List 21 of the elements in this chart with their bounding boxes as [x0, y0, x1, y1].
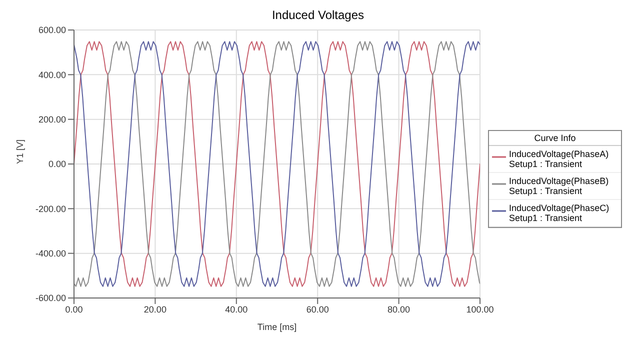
- y-axis-title: Y1 [V]: [15, 139, 26, 164]
- x-tick-label: 40.00: [225, 304, 248, 314]
- y-tick-label: 600.00: [38, 25, 66, 36]
- line-series: [74, 41, 480, 287]
- x-tick-label: 60.00: [306, 304, 329, 314]
- chart-title: Induced Voltages: [270, 8, 366, 24]
- legend-title: Curve Info: [489, 131, 621, 146]
- legend-label: InducedVoltage(PhaseA) Setup1 : Transient: [509, 149, 610, 169]
- x-tick-label: 80.00: [388, 304, 410, 314]
- x-tick-label: 20.00: [144, 304, 166, 314]
- y-tick-label: -200.00: [35, 204, 66, 214]
- x-axis-title: Time [ms]: [257, 322, 297, 332]
- x-tick-label: 0.00: [65, 304, 83, 314]
- y-tick-label: 200.00: [38, 114, 66, 125]
- legend-label: InducedVoltage(PhaseC) Setup1 : Transient: [509, 203, 610, 223]
- y-tick-label: 400.00: [38, 70, 66, 80]
- y-tick-label: 0.00: [48, 159, 66, 170]
- y-tick-label: -600.00: [35, 293, 66, 304]
- legend-label: InducedVoltage(PhaseB) Setup1 : Transient: [509, 176, 610, 196]
- y-tick-label: -400.00: [35, 248, 66, 259]
- x-tick-label: 100.00: [466, 304, 494, 314]
